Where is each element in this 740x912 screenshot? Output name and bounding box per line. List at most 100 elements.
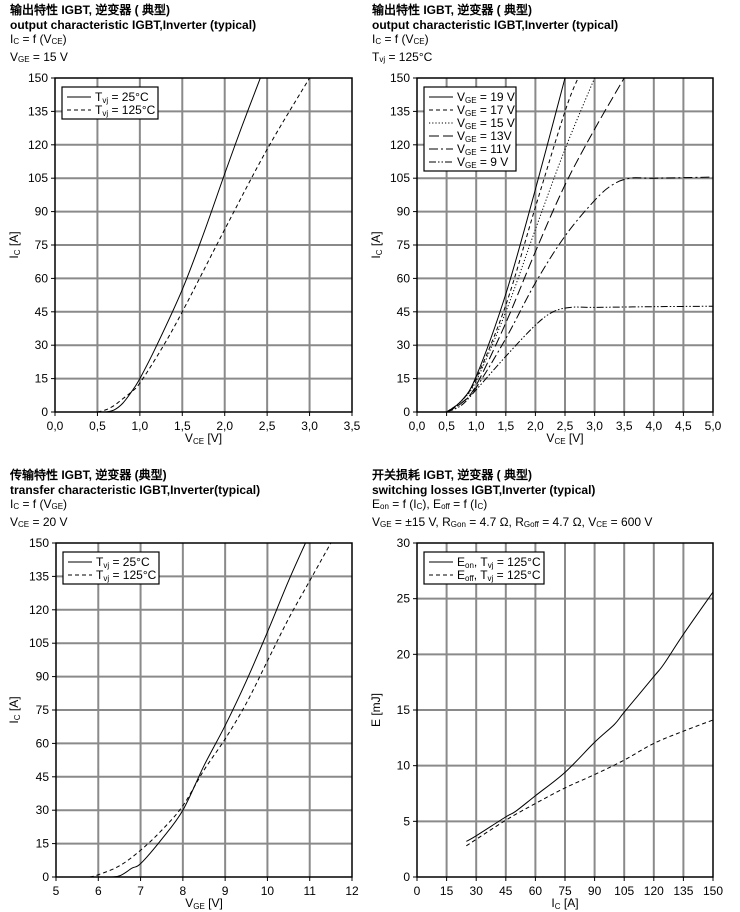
legend-label: Tvj = 125°C [95, 103, 156, 118]
x-tick-label: 60 [529, 884, 543, 898]
x-tick-label: 3,5 [344, 419, 361, 433]
output-characteristic-chart: 0,0 0,5 1,0 1,5 2,0 2,5 3,0 3,5 0 15 30 45 60 75 90 105… [7, 71, 361, 446]
chart-condition: IC = f (VGE) [10, 497, 68, 511]
x-tick-label: 3,0 [301, 419, 318, 433]
x-tick-label: 2,5 [557, 419, 574, 433]
legend-label: VGE = 9 V [457, 155, 508, 170]
chart-condition: Eon = f (IC), Eoff = f (IC) [372, 497, 488, 511]
x-tick-label: 1,5 [174, 419, 191, 433]
y-tick-label: 60 [35, 271, 49, 285]
chart-title: switching losses IGBT,Inverter (typical) [372, 482, 596, 497]
series-line-0 [466, 591, 713, 842]
x-tick-label: 120 [644, 884, 664, 898]
output-characteristic-vge-chart: 0,0 0,5 1,0 1,5 2,0 2,5 3,0 3,5 4,0 4,5 5,0 0 15 30 45… [369, 71, 722, 446]
y-tick-label: 60 [36, 736, 50, 750]
y-tick-label: 90 [36, 670, 50, 684]
y-tick-label: 135 [29, 569, 49, 583]
y-tick-label: 0 [403, 405, 410, 419]
x-tick-label: 3,0 [586, 419, 603, 433]
chart-condition: Tvj = 125°C [372, 49, 433, 64]
x-tick-label: 10 [261, 884, 275, 898]
x-axis-label: IC [A] [551, 896, 578, 911]
y-axis-label: IC [A] [7, 696, 22, 723]
output-characteristic-chart-header: 输出特性 IGBT, 逆变器 ( 典型) output characteristi… [10, 3, 256, 67]
x-tick-label: 3,5 [616, 419, 633, 433]
y-tick-label: 15 [397, 372, 411, 386]
y-tick-label: 120 [29, 603, 49, 617]
x-tick-label: 45 [499, 884, 513, 898]
chart-title-cn: 输出特性 IGBT, 逆变器 ( 典型) [10, 3, 170, 17]
plot-frame [55, 542, 353, 878]
x-tick-label: 0,0 [409, 419, 426, 433]
y-tick-label: 135 [28, 104, 48, 118]
y-tick-label: 25 [397, 592, 411, 606]
x-tick-label: 75 [558, 884, 572, 898]
legend-box [61, 86, 159, 120]
y-axis-label: IC [A] [369, 231, 384, 258]
x-tick-label: 15 [440, 884, 454, 898]
chart-title-cn: 传输特性 IGBT, 逆变器 (典型) [10, 468, 167, 482]
x-tick-label: 1,0 [468, 419, 485, 433]
y-tick-label: 120 [390, 138, 410, 152]
x-tick-label: 7 [137, 884, 144, 898]
y-tick-label: 90 [35, 205, 49, 219]
x-tick-label: 30 [470, 884, 484, 898]
y-tick-label: 75 [36, 703, 50, 717]
transfer-characteristic-chart-header: 传输特性 IGBT, 逆变器 (典型) transfer characterist… [10, 468, 260, 532]
switching-losses-chart: 0 15 30 45 60 75 90 105 120 135 150 0 5 10 15 20 25 30 IC … [369, 536, 723, 911]
legend-label: Tvj = 25°C [95, 90, 149, 105]
legend-label: VGE = 13V [457, 129, 512, 144]
legend-box [62, 551, 160, 585]
chart-title: output characteristic IGBT,Inverter (typ… [372, 17, 619, 32]
series-line-0 [81, 543, 306, 877]
x-tick-label: 9 [222, 884, 229, 898]
y-tick-label: 105 [390, 171, 410, 185]
x-tick-label: 0 [414, 884, 421, 898]
series-line-2 [446, 78, 596, 412]
series-line-5 [446, 305, 713, 412]
series-line-1 [97, 78, 311, 412]
switching-losses-chart-header: 开关损耗 IGBT, 逆变器 ( 典型) switching losses IGB… [372, 468, 652, 532]
y-tick-label: 75 [397, 238, 411, 252]
chart-title: output characteristic IGBT,Inverter (typ… [10, 17, 257, 32]
series-line-0 [446, 78, 566, 412]
series-line-1 [89, 543, 332, 877]
x-tick-label: 6 [95, 884, 102, 898]
chart-condition: IC = f (VCE) [372, 32, 429, 46]
x-tick-label: 8 [180, 884, 187, 898]
x-tick-label: 5 [53, 884, 60, 898]
legend-box [423, 551, 545, 585]
y-tick-label: 5 [403, 814, 410, 828]
x-tick-label: 0,0 [47, 419, 64, 433]
y-tick-label: 30 [36, 803, 50, 817]
y-tick-label: 30 [397, 536, 411, 550]
x-axis-label: VGE [V] [185, 896, 223, 911]
x-tick-label: 11 [303, 884, 316, 898]
y-tick-label: 150 [28, 71, 48, 85]
x-tick-label: 1,0 [132, 419, 149, 433]
y-axis-label: E [mJ] [369, 693, 383, 727]
y-tick-label: 0 [41, 405, 48, 419]
x-tick-label: 2,5 [259, 419, 276, 433]
x-tick-label: 150 [703, 884, 723, 898]
legend-label: Eon, Tvj = 125°C [457, 555, 541, 570]
y-tick-label: 105 [28, 171, 48, 185]
y-tick-label: 30 [35, 338, 49, 352]
x-tick-label: 2,0 [527, 419, 544, 433]
x-tick-label: 135 [673, 884, 693, 898]
transfer-characteristic-chart: 5 6 7 8 9 10 11 120153045607590105120135150VGE … [7, 536, 359, 911]
x-tick-label: 5,0 [705, 419, 722, 433]
series-line-1 [466, 719, 713, 847]
y-tick-label: 75 [35, 238, 49, 252]
y-tick-label: 150 [29, 536, 49, 550]
x-tick-label: 0,5 [89, 419, 106, 433]
chart-condition: VGE = ±15 V, RGon = 4.7 Ω, RGoff = 4.7 Ω… [372, 514, 653, 529]
x-tick-label: 12 [345, 884, 359, 898]
chart-title-cn: 输出特性 IGBT, 逆变器 ( 典型) [372, 3, 532, 17]
output-characteristic-vge-chart-header: 输出特性 IGBT, 逆变器 ( 典型) output characteristi… [372, 3, 618, 67]
y-tick-label: 10 [397, 759, 411, 773]
x-axis-label: VCE [V] [185, 431, 222, 446]
